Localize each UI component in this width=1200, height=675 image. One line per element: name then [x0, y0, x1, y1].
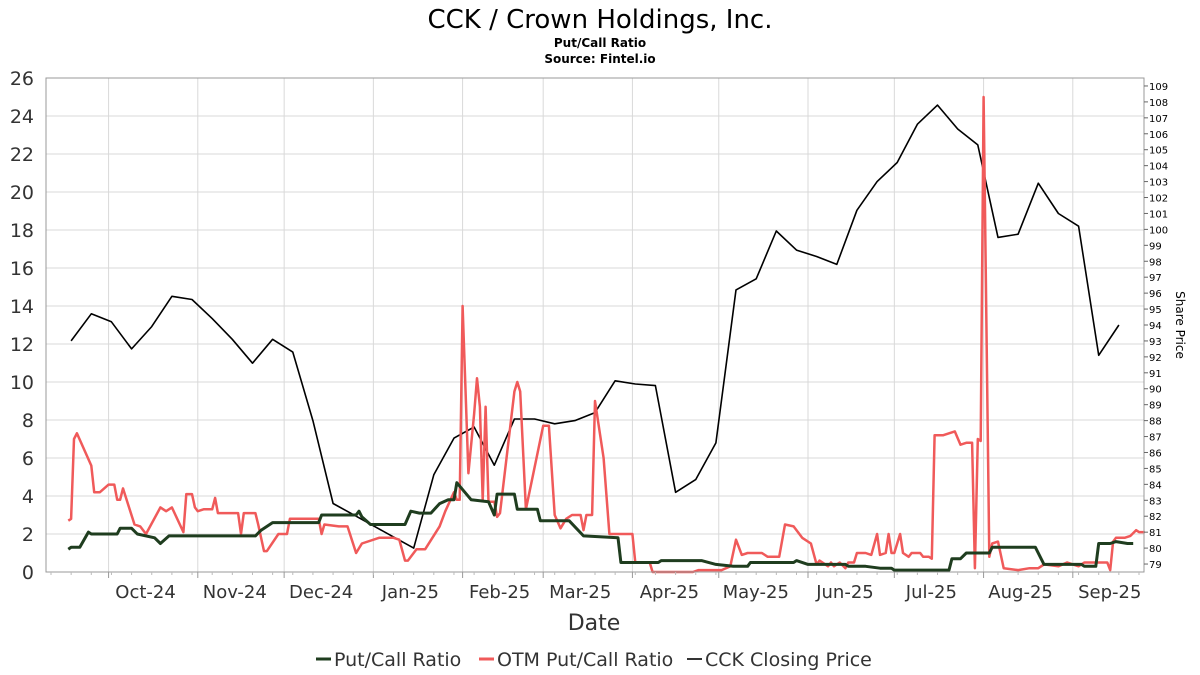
y-right-tick-label: 96 [1149, 289, 1162, 300]
y-tick-label: 6 [22, 448, 34, 470]
x-tick-label: Jun-25 [815, 582, 874, 603]
x-tick-label: Jan-25 [381, 582, 439, 603]
chart-subtitle: Put/Call Ratio [554, 36, 646, 50]
y-right-tick-label: 105 [1149, 146, 1168, 157]
x-tick-label: Apr-25 [640, 582, 699, 603]
x-axis-label: Date [568, 611, 621, 636]
y-tick-label: 24 [10, 106, 34, 128]
y-tick-label: 16 [10, 258, 34, 280]
x-tick-label: May-25 [723, 582, 789, 603]
x-tick-label: Dec-24 [289, 582, 353, 603]
x-tick-label: Jul-25 [905, 582, 957, 603]
y-right-tick-label: 83 [1149, 496, 1162, 507]
y-right-tick-label: 84 [1149, 480, 1162, 491]
series-lines [67, 95, 1145, 574]
y-right-tick-label: 104 [1149, 162, 1168, 173]
y-right-tick-label: 98 [1149, 257, 1162, 268]
chart-title: CCK / Crown Holdings, Inc. [427, 5, 772, 35]
y-right-tick-label: 89 [1149, 401, 1162, 412]
y-tick-label: 20 [10, 182, 34, 204]
y-axis-right-label: Share Price [1173, 291, 1187, 359]
x-tick-label: Aug-25 [988, 582, 1053, 603]
y-right-tick-label: 95 [1149, 305, 1162, 316]
y-tick-label: 10 [10, 372, 34, 394]
y-right-tick-label: 99 [1149, 241, 1162, 252]
y-right-tick-label: 81 [1149, 528, 1162, 539]
y-right-tick-label: 101 [1149, 209, 1168, 220]
y-tick-label: 4 [22, 486, 34, 508]
y-right-tick-label: 108 [1149, 98, 1168, 109]
y-tick-label: 12 [10, 334, 34, 356]
y-right-tick-label: 93 [1149, 337, 1162, 348]
y-tick-label: 26 [10, 68, 34, 90]
y-right-tick-label: 106 [1149, 130, 1168, 141]
series-label-price: CCK Closing Price [705, 649, 872, 671]
legend: Put/Call Ratio OTM Put/Call Ratio CCK Clos… [316, 649, 872, 671]
y-right-tick-label: 92 [1149, 353, 1162, 364]
y-tick-label: 22 [10, 144, 34, 166]
y-right-tick-label: 100 [1149, 225, 1168, 236]
series-label-otm: OTM Put/Call Ratio [497, 649, 673, 671]
y-right-tick-label: 79 [1149, 560, 1162, 571]
y-right-tick-label: 109 [1149, 82, 1168, 93]
y-tick-label: 18 [10, 220, 34, 242]
y-right-tick-label: 82 [1149, 512, 1162, 523]
y-tick-label: 2 [22, 524, 34, 546]
y-right-tick-label: 87 [1149, 433, 1162, 444]
x-tick-label: Feb-25 [469, 582, 530, 603]
y-right-tick-label: 94 [1149, 321, 1162, 332]
closing-price-line [70, 104, 1120, 549]
y-right-tick-label: 103 [1149, 178, 1168, 189]
y-right-tick-label: 91 [1149, 369, 1162, 380]
y-tick-label: 14 [10, 296, 34, 318]
x-tick-label: Sep-25 [1078, 582, 1141, 603]
y-right-tick-label: 97 [1149, 273, 1162, 284]
y-right-tick-label: 88 [1149, 417, 1162, 428]
x-tick-label: Mar-25 [549, 582, 611, 603]
chart-source: Source: Fintel.io [544, 52, 655, 66]
put-call-ratio-line [67, 481, 1134, 572]
y-right-tick-label: 85 [1149, 464, 1162, 475]
y-right-tick-label: 107 [1149, 114, 1168, 125]
y-tick-label: 8 [22, 410, 34, 432]
y-tick-label: 0 [22, 562, 34, 584]
y-right-tick-label: 80 [1149, 544, 1162, 555]
y-right-tick-label: 86 [1149, 448, 1162, 459]
series-label-put-call: Put/Call Ratio [334, 649, 461, 671]
otm-put-call-ratio-line [67, 95, 1145, 574]
y-right-tick-label: 102 [1149, 194, 1168, 205]
x-tick-label: Oct-24 [115, 582, 176, 603]
x-tick-label: Nov-24 [203, 582, 267, 603]
x-axis: Oct-24 Nov-24 Dec-24 Jan-25 Feb-25 Mar-25 Apr-… [50, 572, 1141, 603]
y-right-tick-label: 90 [1149, 385, 1162, 396]
y-axis-right: 79 80 81 82 83 84 85 86 87 88 89 90 91 92 93 94 95 96 97 98… [1144, 82, 1168, 571]
